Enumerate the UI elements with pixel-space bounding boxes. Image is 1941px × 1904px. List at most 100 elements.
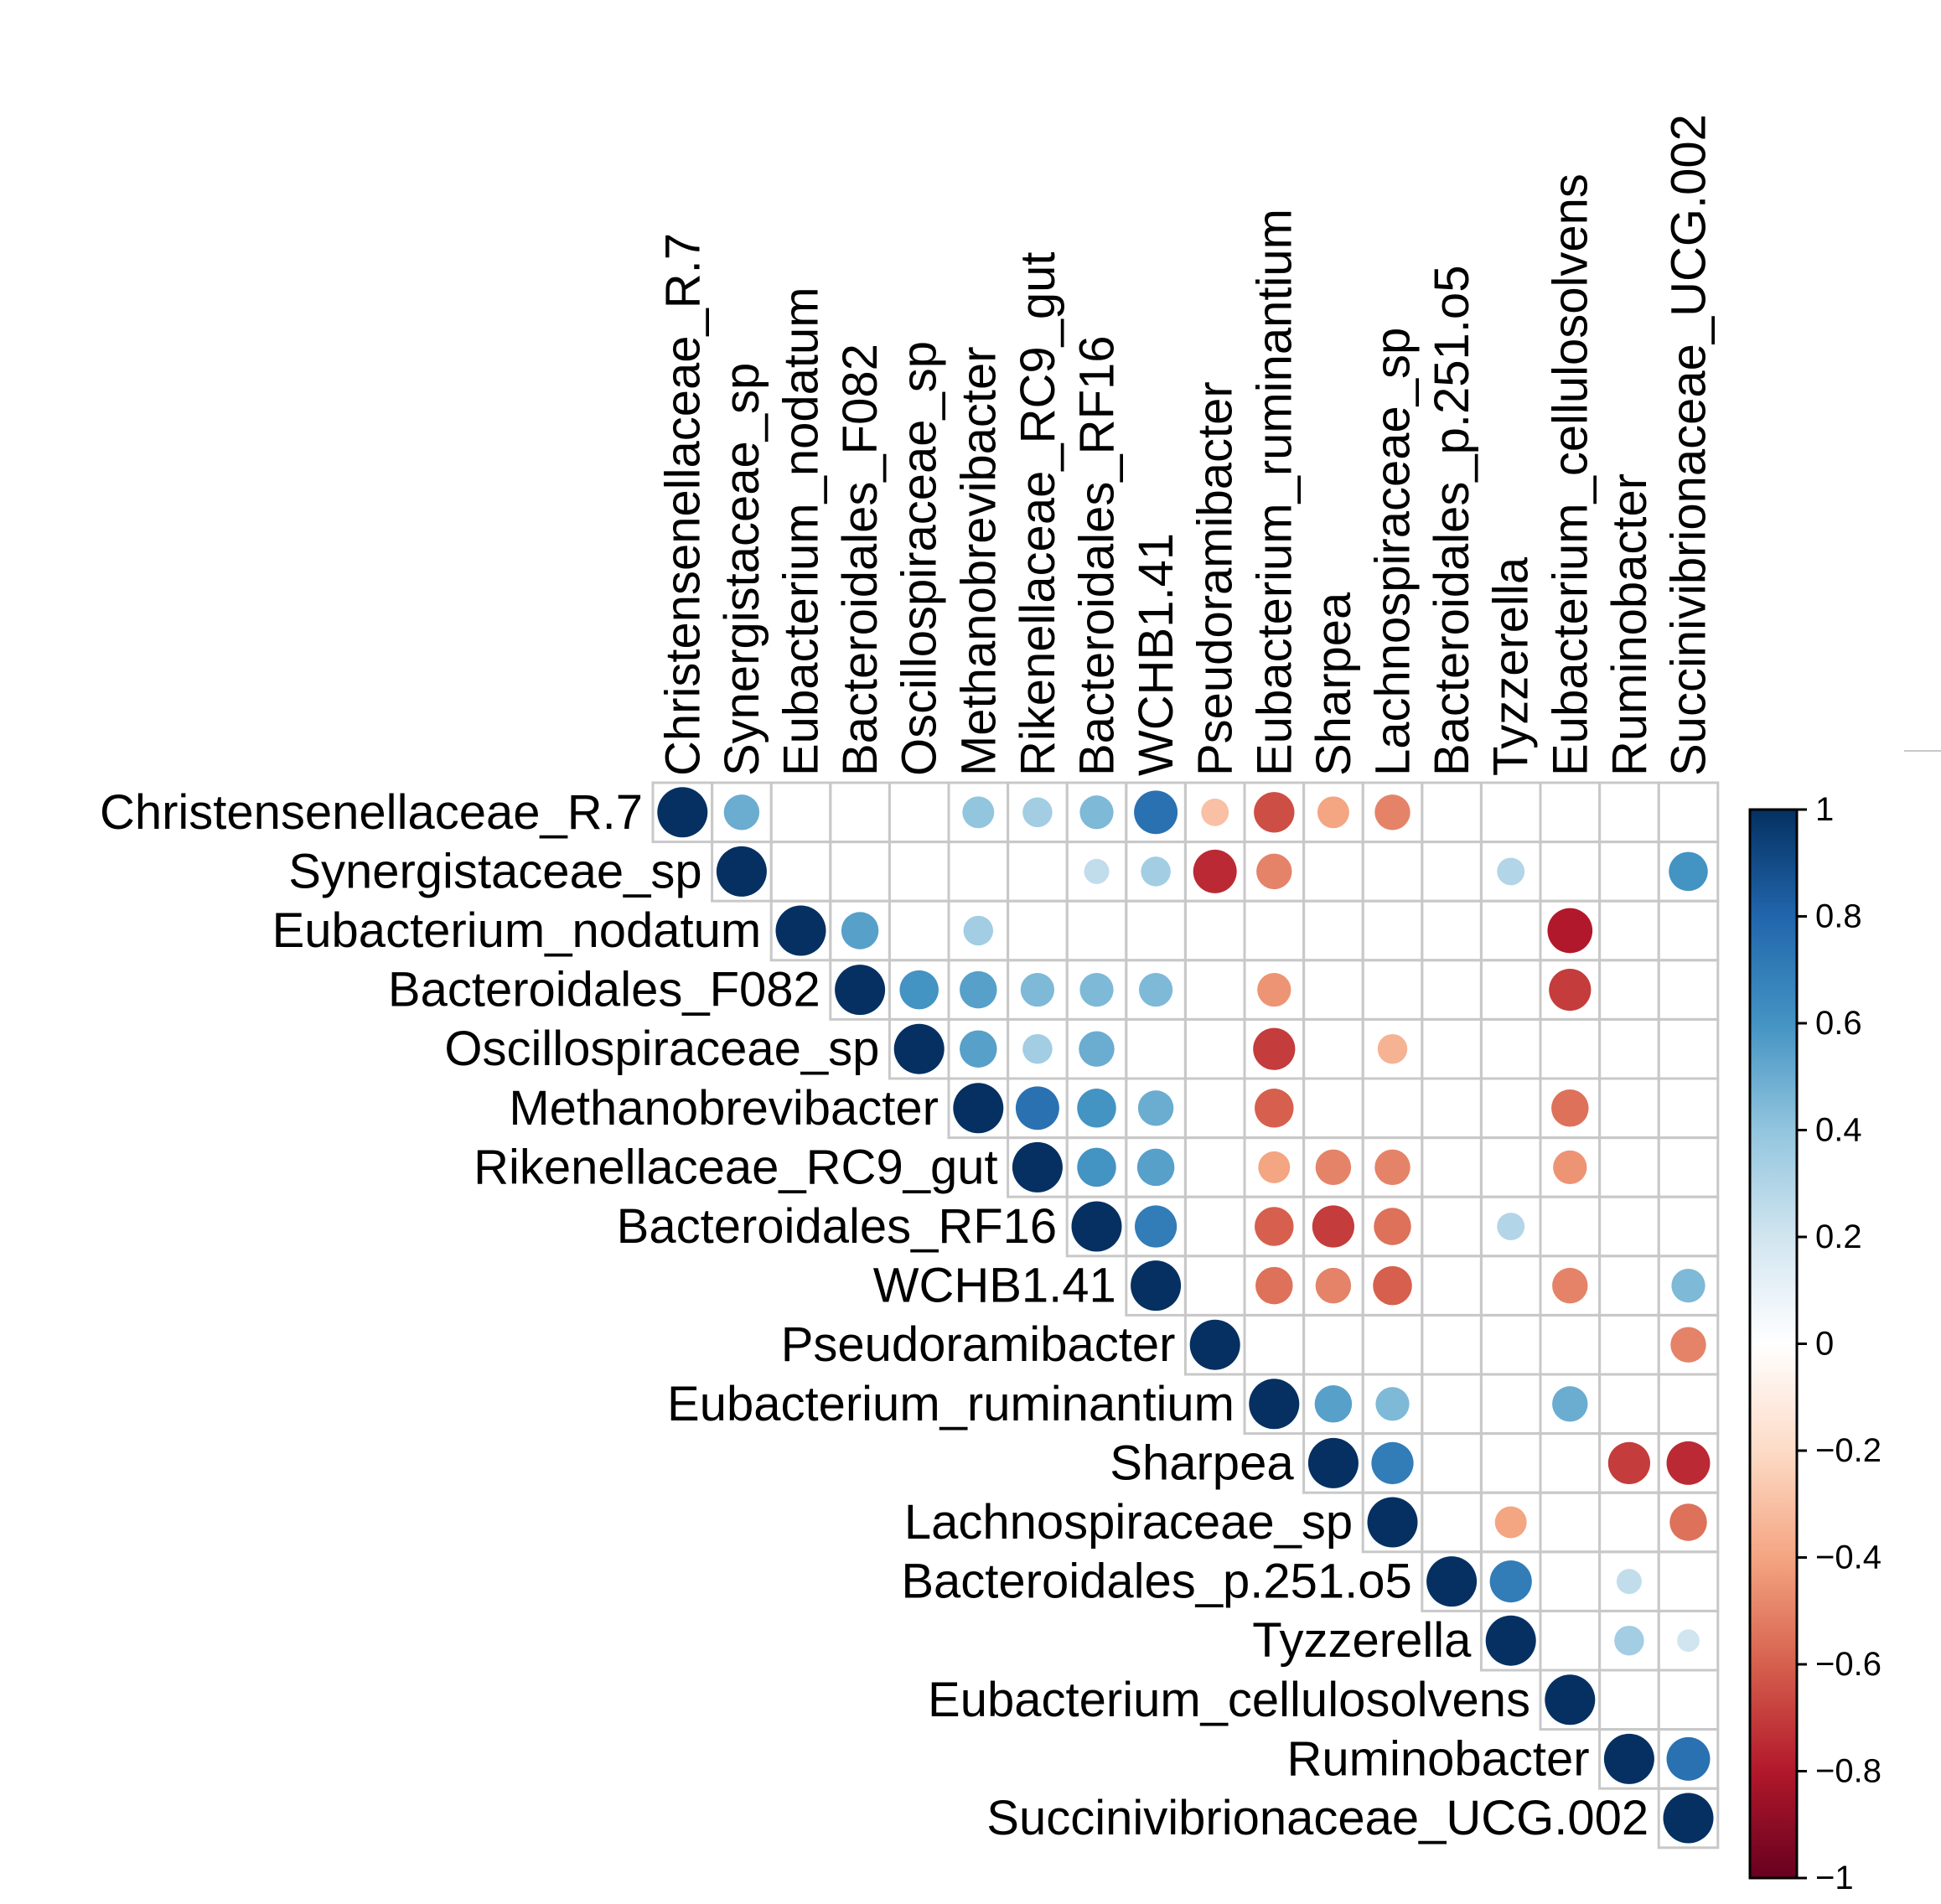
colorbar-tick-label: 0.6 — [1815, 1005, 1862, 1042]
row-label: Eubacterium_cellulosolvens — [928, 1673, 1530, 1727]
correlation-circle — [1671, 1268, 1705, 1303]
correlation-circle — [1374, 1149, 1410, 1186]
column-label: Oscillospiraceae_sp — [893, 341, 947, 776]
correlation-circle — [1256, 853, 1292, 890]
row-label: Bacteroidales_F082 — [388, 963, 820, 1017]
column-label: Bacteroidales_p.251.o5 — [1425, 266, 1479, 776]
correlation-circle — [1374, 794, 1410, 830]
column-label: WCHB1.41 — [1129, 533, 1183, 776]
correlation-circle — [723, 794, 760, 830]
grid-cell — [1183, 1195, 1246, 1258]
grid-cell — [1479, 1255, 1542, 1317]
row-label: Eubacterium_nodatum — [272, 903, 762, 958]
correlation-circle — [1616, 1569, 1642, 1595]
grid-cell — [1657, 959, 1720, 1021]
row-labels: Christensenellaceae_R.7Synergistaceae_sp… — [100, 785, 1649, 1845]
grid-cell — [1539, 1609, 1602, 1672]
correlation-circle — [1549, 969, 1592, 1012]
correlation-circle — [1189, 1319, 1240, 1370]
correlation-circle — [963, 915, 994, 946]
grid-cell — [1183, 959, 1246, 1021]
correlation-circle — [1677, 1629, 1700, 1653]
row-label: Christensenellaceae_R.7 — [100, 785, 643, 840]
grid-cell — [1598, 1017, 1660, 1080]
colorbar-tick-label: −0.6 — [1815, 1646, 1881, 1683]
grid-cell — [1421, 1313, 1483, 1376]
grid-cell — [1065, 899, 1128, 962]
colorbar-tick-label: −0.2 — [1815, 1432, 1881, 1469]
correlation-circle — [1255, 1089, 1294, 1128]
row-label: Rikenellaceae_RC9_gut — [474, 1140, 998, 1194]
grid-cell — [1183, 899, 1246, 962]
column-label: Eubacterium_cellulosolvens — [1543, 173, 1597, 776]
correlation-circle — [1077, 1089, 1116, 1128]
correlation-circle — [716, 846, 767, 897]
row-label: Eubacterium_ruminantium — [667, 1377, 1234, 1431]
grid-cell — [1007, 841, 1069, 903]
row-label: Oscillospiraceae_sp — [444, 1022, 879, 1076]
correlation-circle — [1249, 1379, 1300, 1430]
grid-cell — [1657, 1787, 1720, 1850]
correlation-circle — [1071, 1201, 1122, 1252]
correlation-circle — [1367, 1497, 1418, 1548]
grid-cell — [1479, 781, 1542, 844]
grid-cell — [1479, 1373, 1542, 1436]
colorbar-tick-label: −0.4 — [1815, 1539, 1881, 1576]
correlation-circle — [1374, 1208, 1411, 1245]
correlation-circle — [1134, 790, 1178, 835]
grid-cell — [1302, 959, 1364, 1021]
grid-cell — [1479, 1432, 1542, 1494]
grid-cell — [1125, 1017, 1187, 1080]
correlation-circle — [962, 796, 995, 829]
grid-cell — [1361, 841, 1424, 903]
row-label: Bacteroidales_RF16 — [617, 1199, 1058, 1254]
correlation-circle — [899, 970, 939, 1010]
grid-cell — [769, 841, 832, 903]
correlation-circle — [1666, 1736, 1711, 1781]
grid-cell — [1657, 1136, 1720, 1198]
correlation-circle — [1552, 1267, 1588, 1304]
correlation-circle — [1551, 1089, 1589, 1127]
column-label: Bacteroidales_RF16 — [1070, 335, 1125, 776]
correlation-circle — [1497, 1213, 1525, 1240]
grid-cell — [769, 781, 832, 844]
grid-cell — [1539, 1491, 1602, 1554]
colorbar-tick-label: 0 — [1815, 1326, 1834, 1363]
grid-cell — [1598, 1255, 1660, 1317]
correlation-circle — [1193, 849, 1237, 893]
correlation-circle — [1022, 797, 1053, 828]
correlation-circle — [1669, 1503, 1707, 1541]
grid-cell — [1598, 1491, 1660, 1554]
correlation-circle — [1138, 972, 1173, 1007]
grid-cell — [1539, 1550, 1602, 1612]
correlation-circle — [1315, 1267, 1352, 1304]
grid-cell — [1657, 1669, 1720, 1731]
grid-cell — [1183, 1136, 1246, 1198]
grid-cell — [1598, 841, 1660, 903]
grid-cell — [1479, 959, 1542, 1021]
correlation-circle — [1312, 1205, 1354, 1248]
correlation-circle — [1079, 795, 1114, 830]
matrix-grid — [651, 781, 1720, 1850]
grid-cell — [1243, 899, 1306, 962]
correlation-circle — [835, 965, 886, 1016]
correlation-circle — [1371, 1441, 1414, 1484]
column-label: Ruminobacter — [1602, 473, 1657, 776]
correlation-circle — [1255, 1207, 1294, 1246]
correlation-circle — [893, 1023, 945, 1074]
correlation-circle — [1137, 1090, 1174, 1126]
correlation-circle — [841, 912, 879, 949]
grid-cell — [1539, 1195, 1602, 1258]
colorbar-gradient — [1748, 808, 1799, 1880]
row-label: Succinivibrionaceae_UCG.002 — [986, 1791, 1649, 1845]
column-label: Eubacterium_ruminantium — [1247, 209, 1302, 776]
grid-cell — [1302, 899, 1364, 962]
correlation-circle — [953, 1083, 1004, 1134]
column-label: Methanobrevibacter — [951, 346, 1006, 776]
correlation-circle — [1607, 1441, 1650, 1484]
grid-cell — [1657, 899, 1720, 962]
grid-cell — [1657, 781, 1720, 844]
correlation-circle — [1426, 1556, 1478, 1607]
grid-cell — [1421, 841, 1483, 903]
